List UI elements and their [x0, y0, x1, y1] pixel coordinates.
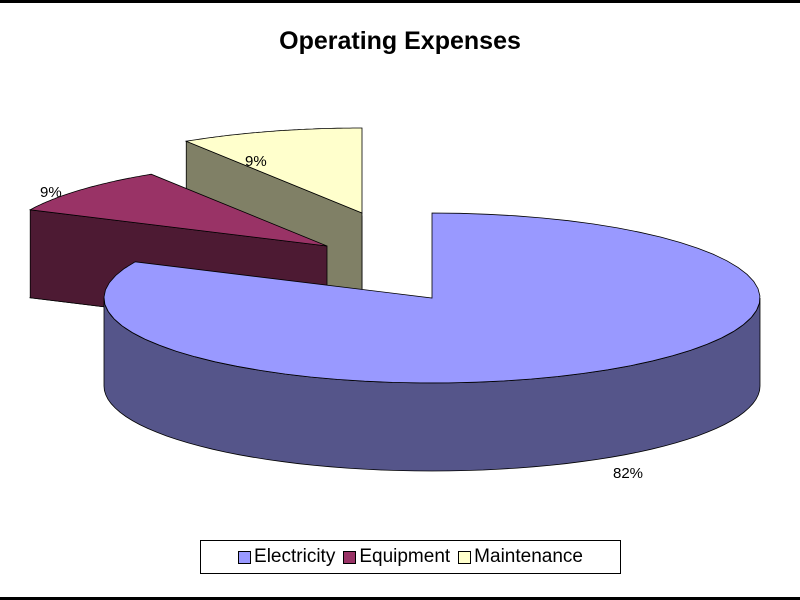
pie-slice-maintenance [184, 127, 363, 214]
pie-chart [28, 127, 761, 472]
legend-label: Electricity [254, 546, 336, 567]
legend-swatch-electricity [238, 550, 252, 564]
legend-item-maintenance: Maintenance [458, 546, 583, 568]
legend-swatch-equipment [343, 550, 357, 564]
legend-item-electricity: Electricity [238, 546, 335, 568]
data-label-electricity: 82% [613, 465, 644, 482]
data-label-maintenance: 9% [245, 153, 267, 170]
legend: Electricity Equipment Maintenance [200, 540, 621, 574]
legend-label: Equipment [359, 546, 451, 567]
legend-label: Maintenance [474, 546, 583, 567]
chart-title: Operating Expenses [279, 27, 521, 55]
legend-swatch-maintenance [458, 550, 472, 564]
pie-slice-equipment [28, 173, 328, 247]
data-label-equipment: 9% [40, 184, 62, 201]
legend-item-equipment: Equipment [343, 546, 450, 568]
pie-slice-electricity [103, 212, 761, 384]
